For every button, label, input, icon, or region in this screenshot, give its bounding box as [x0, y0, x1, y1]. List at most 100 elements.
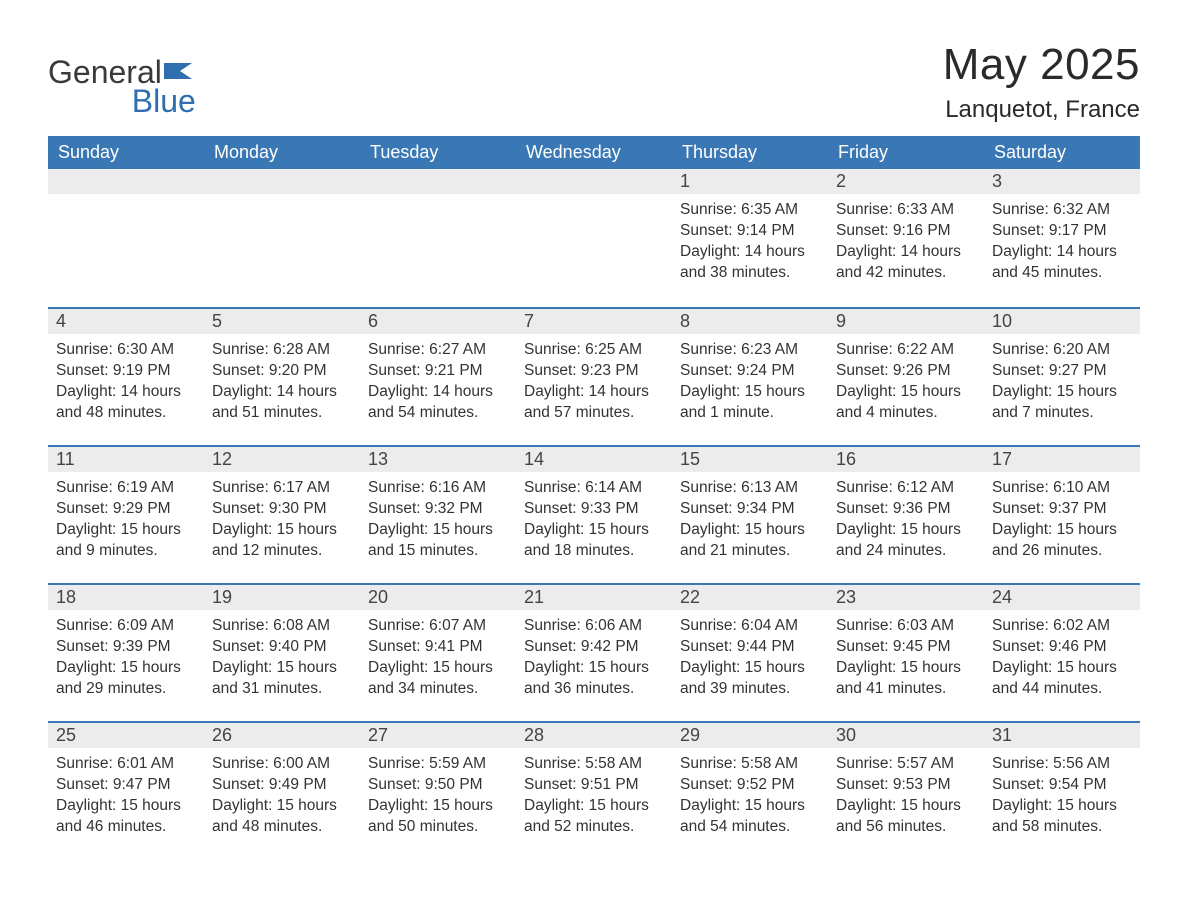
calendar-week-row: 25Sunrise: 6:01 AMSunset: 9:47 PMDayligh… — [48, 721, 1140, 859]
daylight-line2: and 29 minutes. — [56, 679, 196, 700]
sunset-text: Sunset: 9:41 PM — [368, 637, 508, 658]
daylight-line1: Daylight: 15 hours — [680, 658, 820, 679]
sunset-text: Sunset: 9:44 PM — [680, 637, 820, 658]
sunrise-text: Sunrise: 6:16 AM — [368, 478, 508, 499]
weekday-header: Friday — [828, 136, 984, 169]
day-number — [204, 169, 360, 194]
calendar-cell: 27Sunrise: 5:59 AMSunset: 9:50 PMDayligh… — [360, 721, 516, 859]
calendar-table: SundayMondayTuesdayWednesdayThursdayFrid… — [48, 136, 1140, 859]
weekday-header: Sunday — [48, 136, 204, 169]
sunset-text: Sunset: 9:45 PM — [836, 637, 976, 658]
daylight-line2: and 54 minutes. — [368, 403, 508, 424]
sunrise-text: Sunrise: 6:23 AM — [680, 340, 820, 361]
daylight-line1: Daylight: 15 hours — [836, 796, 976, 817]
day-details: Sunrise: 6:09 AMSunset: 9:39 PMDaylight:… — [48, 610, 204, 704]
sunrise-text: Sunrise: 6:13 AM — [680, 478, 820, 499]
weekday-header: Thursday — [672, 136, 828, 169]
sunrise-text: Sunrise: 6:28 AM — [212, 340, 352, 361]
calendar-cell: 5Sunrise: 6:28 AMSunset: 9:20 PMDaylight… — [204, 307, 360, 445]
daylight-line1: Daylight: 15 hours — [836, 382, 976, 403]
day-number: 23 — [828, 583, 984, 610]
calendar-week-row: 11Sunrise: 6:19 AMSunset: 9:29 PMDayligh… — [48, 445, 1140, 583]
sunrise-text: Sunrise: 6:10 AM — [992, 478, 1132, 499]
day-details: Sunrise: 5:58 AMSunset: 9:51 PMDaylight:… — [516, 748, 672, 842]
daylight-line1: Daylight: 15 hours — [836, 520, 976, 541]
sunrise-text: Sunrise: 6:08 AM — [212, 616, 352, 637]
daylight-line1: Daylight: 15 hours — [992, 796, 1132, 817]
daylight-line2: and 46 minutes. — [56, 817, 196, 838]
sunrise-text: Sunrise: 5:57 AM — [836, 754, 976, 775]
sunset-text: Sunset: 9:47 PM — [56, 775, 196, 796]
sunset-text: Sunset: 9:51 PM — [524, 775, 664, 796]
day-number: 26 — [204, 721, 360, 748]
weekday-header: Saturday — [984, 136, 1140, 169]
sunrise-text: Sunrise: 6:07 AM — [368, 616, 508, 637]
day-details: Sunrise: 6:22 AMSunset: 9:26 PMDaylight:… — [828, 334, 984, 428]
daylight-line1: Daylight: 14 hours — [680, 242, 820, 263]
sunset-text: Sunset: 9:32 PM — [368, 499, 508, 520]
sunset-text: Sunset: 9:52 PM — [680, 775, 820, 796]
location: Lanquetot, France — [943, 96, 1140, 124]
calendar-cell: 29Sunrise: 5:58 AMSunset: 9:52 PMDayligh… — [672, 721, 828, 859]
daylight-line2: and 1 minute. — [680, 403, 820, 424]
sunrise-text: Sunrise: 5:58 AM — [680, 754, 820, 775]
day-number: 2 — [828, 169, 984, 194]
day-number: 18 — [48, 583, 204, 610]
sunset-text: Sunset: 9:39 PM — [56, 637, 196, 658]
sunrise-text: Sunrise: 6:19 AM — [56, 478, 196, 499]
daylight-line1: Daylight: 15 hours — [992, 382, 1132, 403]
daylight-line2: and 24 minutes. — [836, 541, 976, 562]
day-details: Sunrise: 6:06 AMSunset: 9:42 PMDaylight:… — [516, 610, 672, 704]
calendar-cell: 17Sunrise: 6:10 AMSunset: 9:37 PMDayligh… — [984, 445, 1140, 583]
daylight-line2: and 45 minutes. — [992, 263, 1132, 284]
sunrise-text: Sunrise: 6:25 AM — [524, 340, 664, 361]
day-details: Sunrise: 6:04 AMSunset: 9:44 PMDaylight:… — [672, 610, 828, 704]
sunset-text: Sunset: 9:19 PM — [56, 361, 196, 382]
daylight-line2: and 12 minutes. — [212, 541, 352, 562]
day-details: Sunrise: 6:27 AMSunset: 9:21 PMDaylight:… — [360, 334, 516, 428]
calendar-cell: 28Sunrise: 5:58 AMSunset: 9:51 PMDayligh… — [516, 721, 672, 859]
sunrise-text: Sunrise: 6:30 AM — [56, 340, 196, 361]
daylight-line2: and 7 minutes. — [992, 403, 1132, 424]
daylight-line2: and 15 minutes. — [368, 541, 508, 562]
day-details: Sunrise: 6:20 AMSunset: 9:27 PMDaylight:… — [984, 334, 1140, 428]
logo-text-block: General Blue — [48, 58, 196, 116]
day-number: 24 — [984, 583, 1140, 610]
day-number: 7 — [516, 307, 672, 334]
daylight-line1: Daylight: 15 hours — [56, 796, 196, 817]
calendar-header-row: SundayMondayTuesdayWednesdayThursdayFrid… — [48, 136, 1140, 169]
daylight-line1: Daylight: 14 hours — [992, 242, 1132, 263]
day-details: Sunrise: 6:02 AMSunset: 9:46 PMDaylight:… — [984, 610, 1140, 704]
daylight-line2: and 26 minutes. — [992, 541, 1132, 562]
day-number: 9 — [828, 307, 984, 334]
day-number: 16 — [828, 445, 984, 472]
daylight-line1: Daylight: 15 hours — [992, 658, 1132, 679]
sunrise-text: Sunrise: 6:03 AM — [836, 616, 976, 637]
daylight-line1: Daylight: 15 hours — [992, 520, 1132, 541]
sunrise-text: Sunrise: 6:14 AM — [524, 478, 664, 499]
daylight-line2: and 18 minutes. — [524, 541, 664, 562]
daylight-line1: Daylight: 14 hours — [524, 382, 664, 403]
sunset-text: Sunset: 9:50 PM — [368, 775, 508, 796]
day-details: Sunrise: 5:56 AMSunset: 9:54 PMDaylight:… — [984, 748, 1140, 842]
sunset-text: Sunset: 9:33 PM — [524, 499, 664, 520]
daylight-line2: and 54 minutes. — [680, 817, 820, 838]
day-number: 28 — [516, 721, 672, 748]
sunrise-text: Sunrise: 6:17 AM — [212, 478, 352, 499]
daylight-line2: and 42 minutes. — [836, 263, 976, 284]
daylight-line1: Daylight: 15 hours — [212, 658, 352, 679]
daylight-line2: and 38 minutes. — [680, 263, 820, 284]
calendar-week-row: 18Sunrise: 6:09 AMSunset: 9:39 PMDayligh… — [48, 583, 1140, 721]
sunrise-text: Sunrise: 6:00 AM — [212, 754, 352, 775]
calendar-cell: 15Sunrise: 6:13 AMSunset: 9:34 PMDayligh… — [672, 445, 828, 583]
calendar-cell — [360, 169, 516, 307]
calendar-cell: 11Sunrise: 6:19 AMSunset: 9:29 PMDayligh… — [48, 445, 204, 583]
daylight-line2: and 9 minutes. — [56, 541, 196, 562]
logo-line2: Blue — [132, 83, 196, 119]
daylight-line1: Daylight: 15 hours — [680, 382, 820, 403]
day-details: Sunrise: 6:01 AMSunset: 9:47 PMDaylight:… — [48, 748, 204, 842]
sunrise-text: Sunrise: 6:12 AM — [836, 478, 976, 499]
daylight-line1: Daylight: 15 hours — [524, 796, 664, 817]
daylight-line1: Daylight: 14 hours — [56, 382, 196, 403]
sunset-text: Sunset: 9:16 PM — [836, 221, 976, 242]
